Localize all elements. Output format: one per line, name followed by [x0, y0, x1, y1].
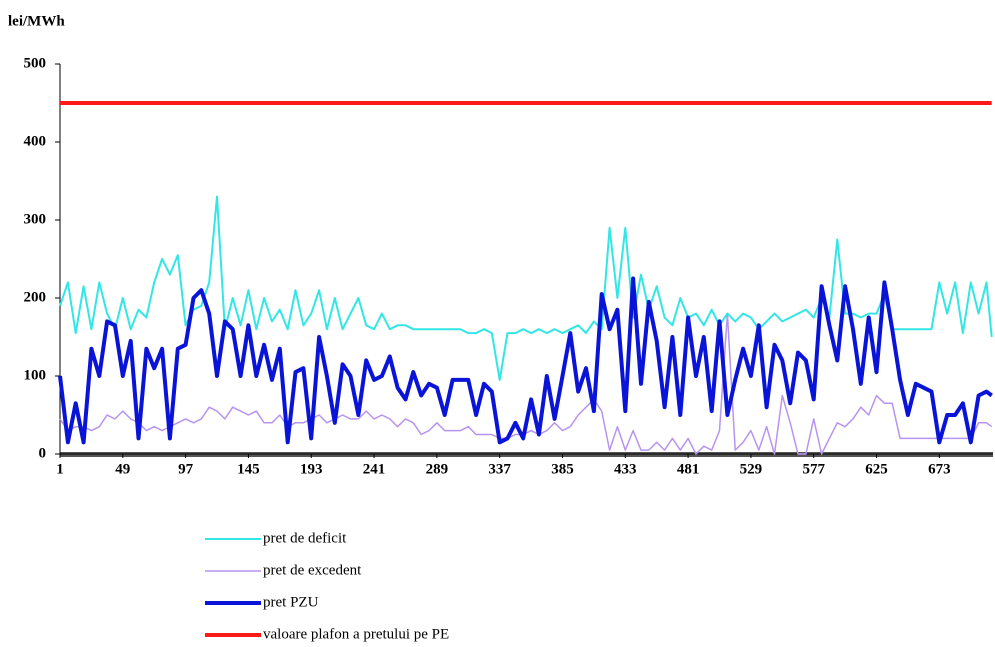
y-tick-label: 100: [24, 367, 47, 383]
x-tick-label: 433: [614, 461, 637, 477]
x-tick-label: 49: [115, 461, 130, 477]
x-tick-label: 241: [363, 461, 386, 477]
series-line: [58, 276, 993, 445]
series-line: [59, 195, 993, 381]
x-tick-label: 97: [178, 461, 194, 477]
y-tick-label: 200: [24, 289, 47, 305]
series-line: [59, 312, 993, 455]
legend-label: pret de deficit: [263, 530, 347, 546]
legend-label: valoare plafon a pretului pe PE: [263, 626, 449, 642]
legend-label: pret de excedent: [263, 562, 362, 578]
y-axis-label: lei/MWh: [8, 13, 65, 29]
x-tick-label: 289: [426, 461, 449, 477]
x-tick-label: 1: [56, 461, 64, 477]
legend-label: pret PZU: [263, 594, 319, 610]
y-tick-label: 0: [39, 445, 47, 461]
x-tick-label: 673: [928, 461, 951, 477]
x-tick-label: 625: [865, 461, 888, 477]
x-tick-label: 481: [677, 461, 700, 477]
x-tick-label: 193: [300, 461, 323, 477]
y-tick-label: 300: [24, 211, 47, 227]
x-tick-label: 385: [551, 461, 574, 477]
x-tick-label: 337: [488, 461, 511, 477]
y-tick-label: 400: [24, 133, 47, 149]
x-tick-label: 145: [237, 461, 260, 477]
x-tick-label: 529: [740, 461, 763, 477]
y-tick-label: 500: [24, 55, 47, 71]
x-tick-label: 577: [802, 461, 825, 477]
